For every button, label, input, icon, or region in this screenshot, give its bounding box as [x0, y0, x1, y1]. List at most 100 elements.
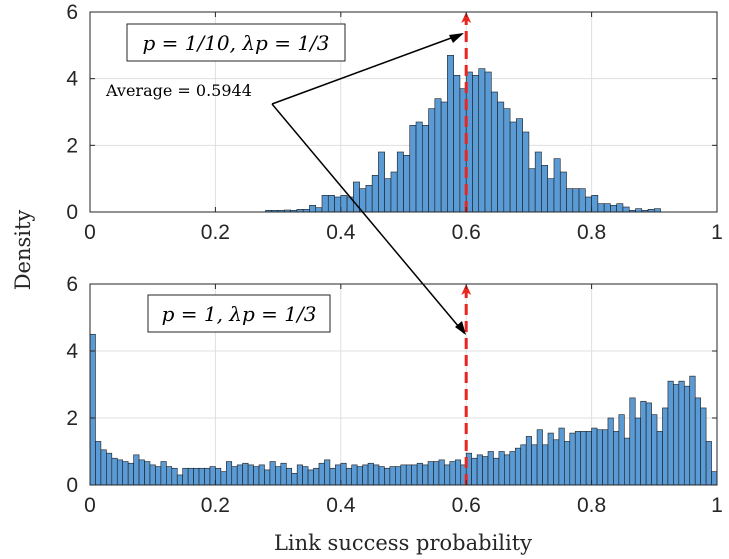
top-bar — [566, 188, 574, 213]
bottom-bar — [585, 431, 592, 486]
bottom-bar — [247, 464, 254, 486]
top-bar — [428, 108, 436, 213]
bottom-bar — [656, 431, 663, 486]
top-bar — [559, 171, 567, 213]
bottom-bar — [591, 427, 598, 486]
bottom-axes-box — [89, 283, 718, 486]
bottom-bar — [673, 384, 680, 486]
bottom-bar — [144, 461, 151, 486]
bottom-bar — [711, 471, 718, 486]
top-y-tick-label: 4 — [66, 68, 78, 91]
arrow-to-top — [271, 33, 463, 105]
top-bar — [522, 131, 530, 213]
bottom-legend: p = 1, λp = 1/3 — [147, 294, 331, 333]
top-bar — [497, 101, 505, 213]
bottom-bar — [106, 452, 113, 486]
bottom-y-tick-label: 0 — [66, 474, 78, 497]
bottom-bar — [504, 454, 511, 486]
top-x-tick-label: 0.6 — [452, 221, 481, 244]
top-bar — [585, 196, 592, 213]
top-bar — [440, 101, 448, 213]
bottom-bar — [574, 431, 581, 486]
bottom-bar — [155, 466, 162, 486]
top-x-tick-label: 0.4 — [326, 221, 356, 244]
bottom-bar — [645, 402, 652, 486]
bottom-bar — [422, 464, 429, 486]
bottom-bar — [127, 462, 134, 486]
top-bar — [516, 118, 523, 213]
top-panel: 0 0.2 0.4 0.6 0.8 1 0 2 4 6 p = 1/10, λp = 1/3 — [66, 1, 723, 244]
top-bar — [453, 75, 461, 213]
bottom-bar — [525, 436, 532, 486]
bottom-legend-box — [147, 294, 331, 333]
top-legend: p = 1/10, λp = 1/3 — [126, 23, 346, 62]
top-x-tick-label: 0 — [84, 221, 96, 244]
top-bar — [403, 155, 411, 213]
bottom-bar — [100, 449, 107, 486]
bottom-reference-arrowhead — [461, 284, 472, 295]
bottom-bar — [531, 444, 538, 486]
bottom-bar — [520, 444, 527, 486]
bottom-bar — [624, 437, 631, 486]
bottom-x-tick-label: 0.8 — [577, 494, 606, 517]
bottom-bar — [220, 471, 227, 486]
bottom-bar — [634, 417, 641, 486]
bottom-bar — [166, 466, 173, 486]
bottom-bar — [602, 429, 609, 486]
top-bar — [541, 165, 549, 213]
bottom-bar — [89, 333, 96, 486]
bottom-bar — [651, 414, 658, 486]
top-bar — [478, 68, 486, 213]
bottom-bar — [215, 467, 222, 486]
bottom-bar — [182, 467, 189, 486]
bottom-reference-line — [461, 284, 472, 485]
bottom-bar — [138, 459, 145, 486]
bottom-bar — [449, 461, 456, 486]
bottom-bar — [176, 474, 183, 486]
bottom-x-tick-label: 1 — [711, 494, 723, 517]
bottom-bar — [618, 414, 625, 486]
arrowhead-bottom — [455, 321, 466, 335]
top-x-tick-label: 1 — [711, 221, 723, 244]
bottom-x-tick-label: 0.4 — [326, 494, 356, 517]
top-axes-box — [89, 11, 718, 213]
top-bar — [553, 158, 561, 213]
top-bar — [371, 175, 379, 213]
bottom-bar — [187, 467, 194, 486]
bottom-bar — [509, 451, 516, 486]
top-bar — [603, 203, 611, 213]
top-bar — [472, 75, 480, 213]
bottom-bar — [514, 447, 522, 486]
bottom-bar — [433, 461, 440, 486]
bottom-bar — [427, 461, 434, 486]
bottom-bar — [416, 462, 423, 486]
top-bar — [396, 151, 404, 213]
bottom-bar — [569, 432, 576, 486]
top-bar — [315, 207, 323, 213]
bottom-bar — [198, 467, 205, 486]
top-reference-arrowhead — [461, 12, 472, 23]
top-y-tick-label: 6 — [66, 1, 78, 24]
bottom-bar — [296, 464, 303, 486]
bottom-bar — [454, 459, 462, 486]
y-axis-title: Density — [11, 210, 35, 291]
bottom-bar — [547, 432, 554, 486]
bottom-bar — [160, 461, 167, 486]
bottom-bar — [683, 385, 691, 486]
bottom-y-tick-label: 6 — [66, 273, 78, 296]
bottom-y-tick-label: 2 — [66, 407, 78, 430]
bottom-bar — [580, 431, 587, 486]
bottom-bar — [536, 429, 543, 486]
top-bar — [572, 188, 580, 213]
top-bar — [610, 205, 617, 213]
bottom-bar — [607, 417, 614, 486]
top-bar — [340, 195, 348, 213]
bottom-bar — [596, 429, 603, 486]
arrowhead-top — [449, 33, 464, 43]
bottom-bar — [558, 427, 565, 486]
bottom-bar — [242, 462, 249, 486]
bottom-bar — [400, 464, 407, 486]
top-bar — [622, 206, 630, 213]
top-bar — [534, 151, 542, 213]
bottom-bar — [662, 407, 669, 486]
